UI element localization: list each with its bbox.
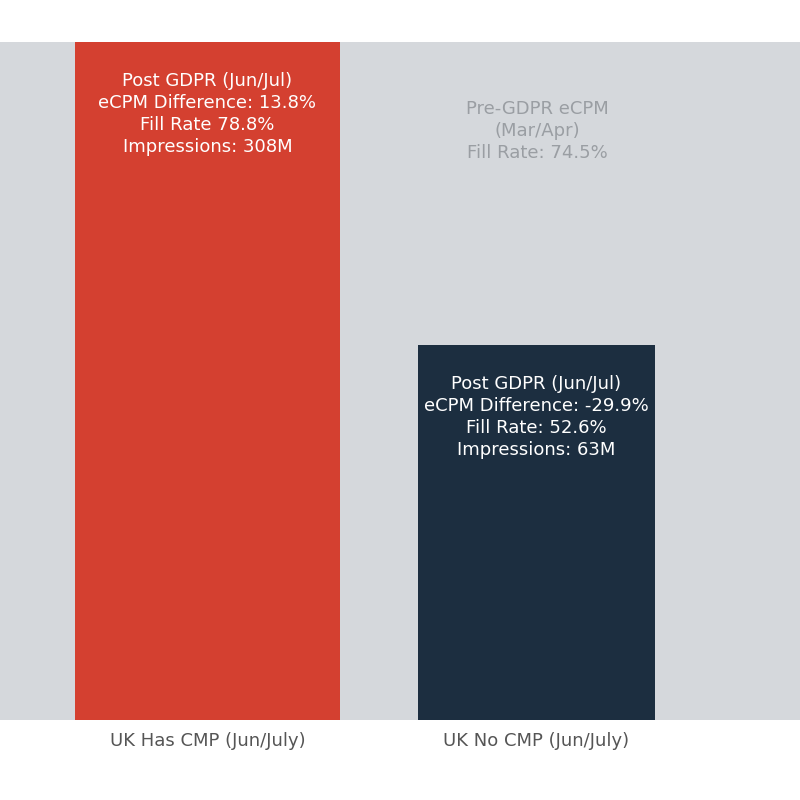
Text: eCPM Difference: -29.9%: eCPM Difference: -29.9% (424, 397, 649, 415)
Text: Impressions: 63M: Impressions: 63M (458, 441, 616, 459)
Text: Impressions: 308M: Impressions: 308M (122, 138, 292, 156)
Text: eCPM Difference: 13.8%: eCPM Difference: 13.8% (98, 94, 317, 112)
Bar (75, 42, 340, 720)
Text: Fill Rate: 74.5%: Fill Rate: 74.5% (466, 144, 607, 162)
Text: Pre-GDPR eCPM: Pre-GDPR eCPM (466, 100, 608, 118)
Bar (418, 345, 655, 720)
Text: UK Has CMP (Jun/July): UK Has CMP (Jun/July) (110, 732, 306, 750)
Bar (0, 720, 800, 800)
Text: Post GDPR (Jun/Jul): Post GDPR (Jun/Jul) (451, 375, 622, 393)
Text: (Mar/Apr): (Mar/Apr) (494, 122, 580, 140)
Text: Fill Rate: 52.6%: Fill Rate: 52.6% (466, 419, 607, 437)
Text: Post GDPR (Jun/Jul): Post GDPR (Jun/Jul) (122, 72, 293, 90)
Text: UK No CMP (Jun/July): UK No CMP (Jun/July) (443, 732, 630, 750)
Bar (0, 0, 800, 42)
Text: Fill Rate 78.8%: Fill Rate 78.8% (140, 116, 274, 134)
